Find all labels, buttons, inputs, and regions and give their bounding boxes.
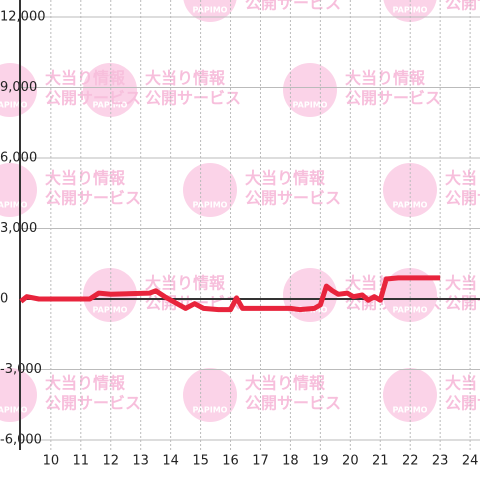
watermark-text: 公開サービス: [245, 189, 341, 208]
watermark-logo-text: PAPIMO: [193, 406, 228, 415]
watermark-logo: [0, 63, 37, 117]
y-tick-label: 3,000: [0, 221, 37, 236]
watermark-text: 公開サービス: [445, 294, 480, 313]
watermark-logo: [183, 0, 237, 22]
x-tick-label: 10: [43, 454, 60, 469]
watermark-logo: [283, 63, 337, 117]
watermark-text: 大当り情報: [345, 69, 426, 88]
y-tick-label: 6,000: [0, 151, 37, 166]
grid: 101112131415161718192021222324-6,000-3,0…: [0, 0, 480, 469]
watermark-logo: [183, 368, 237, 422]
watermark-logo-text: PAPIMO: [0, 406, 28, 415]
y-tick-label: 0: [0, 292, 8, 307]
x-tick-label: 21: [372, 454, 389, 469]
x-tick-label: 11: [73, 454, 90, 469]
x-tick-label: 18: [282, 454, 299, 469]
x-tick-label: 14: [162, 454, 179, 469]
watermark-text: 大当り情報: [145, 274, 226, 293]
watermark-text: 公開サービス: [245, 0, 341, 13]
plot: [19, 275, 441, 313]
watermark-text: 公開サービス: [45, 189, 141, 208]
watermark-text: 公開サービス: [145, 89, 241, 108]
line: [19, 275, 441, 313]
watermark-logo: [383, 268, 437, 322]
x-tick-label: 17: [252, 454, 269, 469]
watermark-text: 大当り情報: [445, 274, 480, 293]
watermark-text: 大当り情報: [445, 374, 480, 393]
watermark-logo-text: PAPIMO: [193, 201, 228, 210]
watermark-logo: [383, 0, 437, 22]
x-tick-label: 12: [102, 454, 119, 469]
watermark-text: 公開サービス: [445, 189, 480, 208]
x-tick-label: 19: [312, 454, 329, 469]
watermark-text: 大当り情報: [45, 374, 126, 393]
watermark-text: 大当り情報: [245, 169, 326, 188]
watermark-logo-text: PAPIMO: [193, 6, 228, 15]
watermark-logo-text: PAPIMO: [293, 101, 328, 110]
x-tick-label: 22: [402, 454, 419, 469]
x-tick-label: 24: [462, 454, 479, 469]
x-tick-label: 15: [192, 454, 209, 469]
watermark-logo-text: PAPIMO: [93, 306, 128, 315]
watermark-logo-text: PAPIMO: [0, 201, 28, 210]
watermark-logo: [83, 63, 137, 117]
watermark-logo: [0, 368, 37, 422]
y-tick-label: 9,000: [0, 80, 37, 95]
watermark-logo-text: PAPIMO: [93, 101, 128, 110]
watermark-logo: [0, 163, 37, 217]
x-tick-label: 13: [132, 454, 149, 469]
x-tick-label: 16: [222, 454, 239, 469]
watermark-text: 大当り情報: [45, 69, 126, 88]
watermark-text: 公開サービス: [45, 89, 141, 108]
y-tick-label: 12,000: [0, 10, 46, 25]
watermark-text: 公開サービス: [445, 0, 480, 13]
watermark-logo-text: PAPIMO: [0, 101, 28, 110]
watermark-logo: [383, 368, 437, 422]
x-tick-label: 20: [342, 454, 359, 469]
x-tick-label: 23: [432, 454, 449, 469]
watermark-text: 大当り情報: [45, 169, 126, 188]
watermark-text: 大当り情報: [245, 374, 326, 393]
watermark-text: 大当り情報: [145, 69, 226, 88]
watermark-text: 公開サービス: [245, 394, 341, 413]
watermark-text: 公開サービス: [345, 89, 441, 108]
watermark-logo: [183, 163, 237, 217]
watermark-text: 公開サービス: [45, 394, 141, 413]
watermark-text: 大当り情報: [445, 169, 480, 188]
watermark-text: 公開サービス: [445, 394, 480, 413]
